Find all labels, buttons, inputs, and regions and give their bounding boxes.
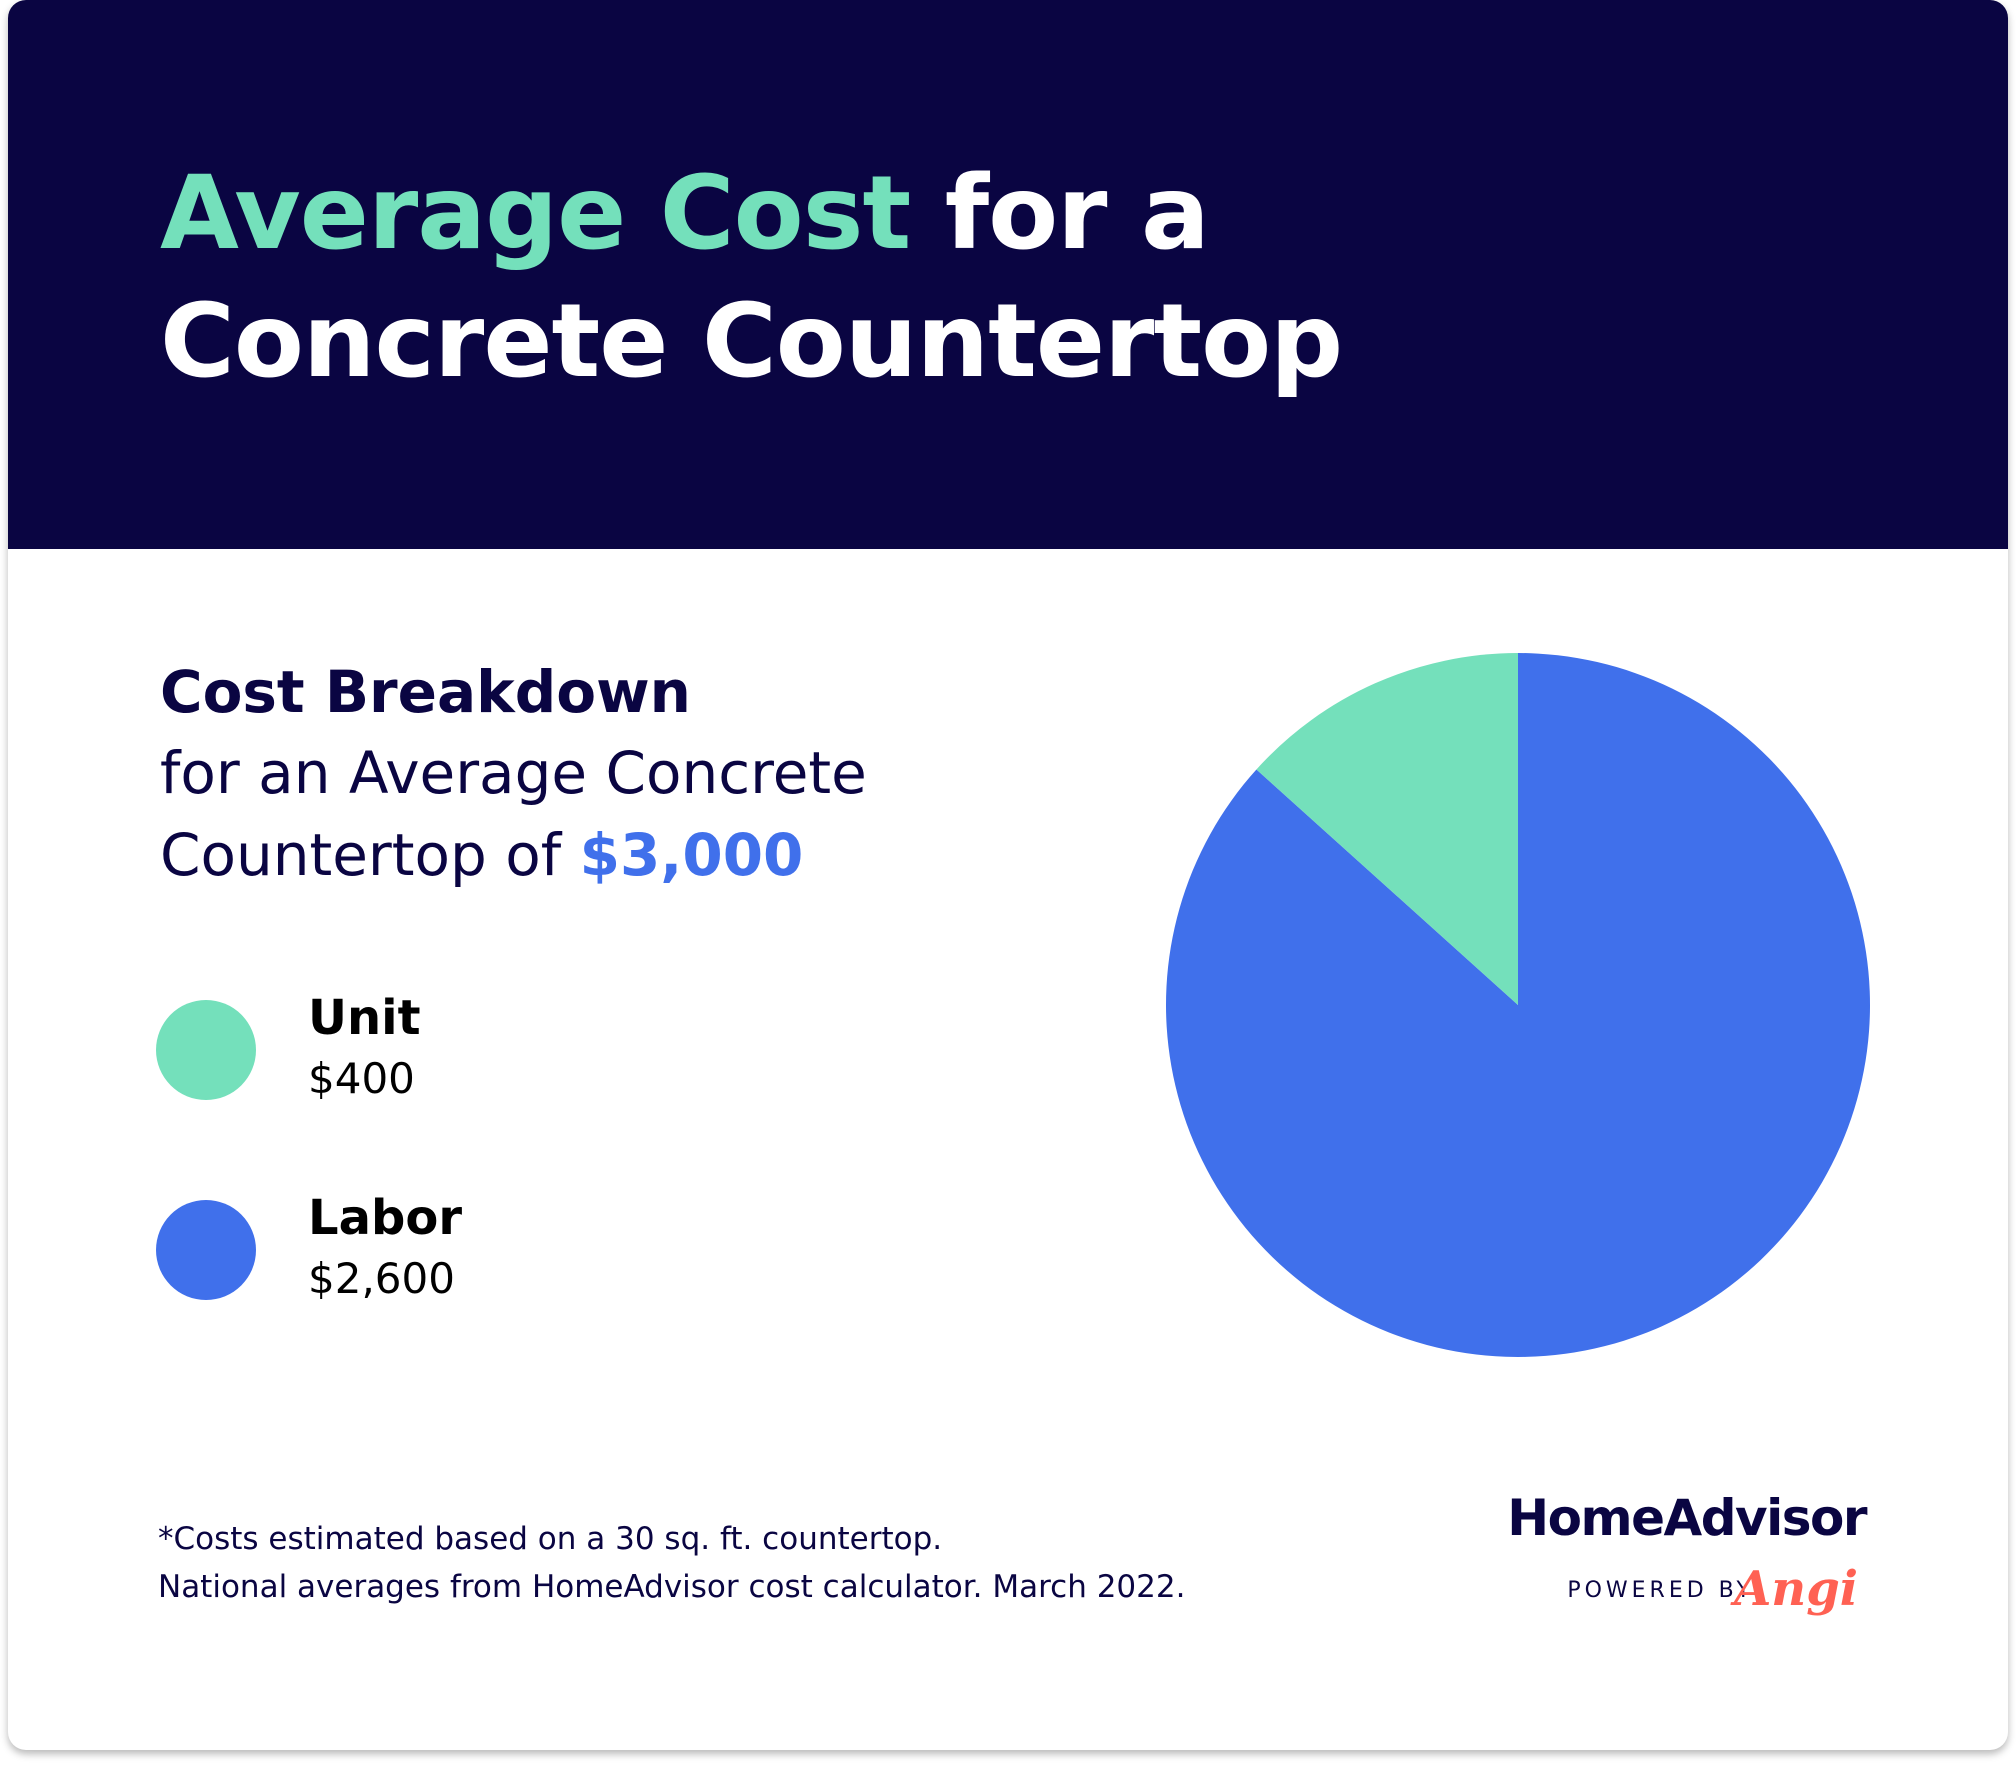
legend-dot-labor bbox=[156, 1200, 256, 1300]
cost-breakdown-heading: Cost Breakdown for an Average Concrete C… bbox=[160, 652, 1060, 896]
footnote: *Costs estimated based on a 30 sq. ft. c… bbox=[158, 1515, 1185, 1611]
cost-pie-chart bbox=[1166, 653, 1870, 1357]
breakdown-subtitle: for an Average Concrete Countertop of $3… bbox=[160, 732, 1060, 896]
brand-name: HomeAdvisor bbox=[1507, 1489, 1867, 1547]
title-rest: for a bbox=[910, 154, 1210, 273]
footnote-line1: *Costs estimated based on a 30 sq. ft. c… bbox=[158, 1521, 943, 1557]
title-accent: Average Cost bbox=[160, 154, 911, 273]
brand-logo: HomeAdvisor POWERED BY Angi bbox=[1506, 1488, 1867, 1618]
footnote-line2: National averages from HomeAdvisor cost … bbox=[158, 1569, 1186, 1605]
legend-label-labor: Labor bbox=[308, 1190, 462, 1246]
legend-dot-unit bbox=[156, 1000, 256, 1100]
page-title: Average Cost for a Concrete Countertop bbox=[160, 150, 1343, 406]
legend-value-labor: $2,600 bbox=[308, 1254, 455, 1303]
breakdown-subtitle-line2: Countertop of bbox=[160, 821, 580, 889]
breakdown-total: $3,000 bbox=[579, 821, 804, 889]
breakdown-subtitle-line1: for an Average Concrete bbox=[160, 739, 867, 807]
brand-partner-logo: Angi bbox=[1734, 1561, 1858, 1617]
legend-value-unit: $400 bbox=[308, 1054, 415, 1103]
header-banner: Average Cost for a Concrete Countertop bbox=[8, 0, 2008, 549]
title-line2: Concrete Countertop bbox=[160, 282, 1343, 401]
pie-slice-unit bbox=[1256, 653, 1518, 1005]
brand-powered-by: POWERED BY bbox=[1567, 1578, 1754, 1603]
infographic-card: Average Cost for a Concrete Countertop Co… bbox=[8, 0, 2008, 1750]
legend-label-unit: Unit bbox=[308, 990, 421, 1046]
breakdown-title: Cost Breakdown bbox=[160, 658, 691, 726]
